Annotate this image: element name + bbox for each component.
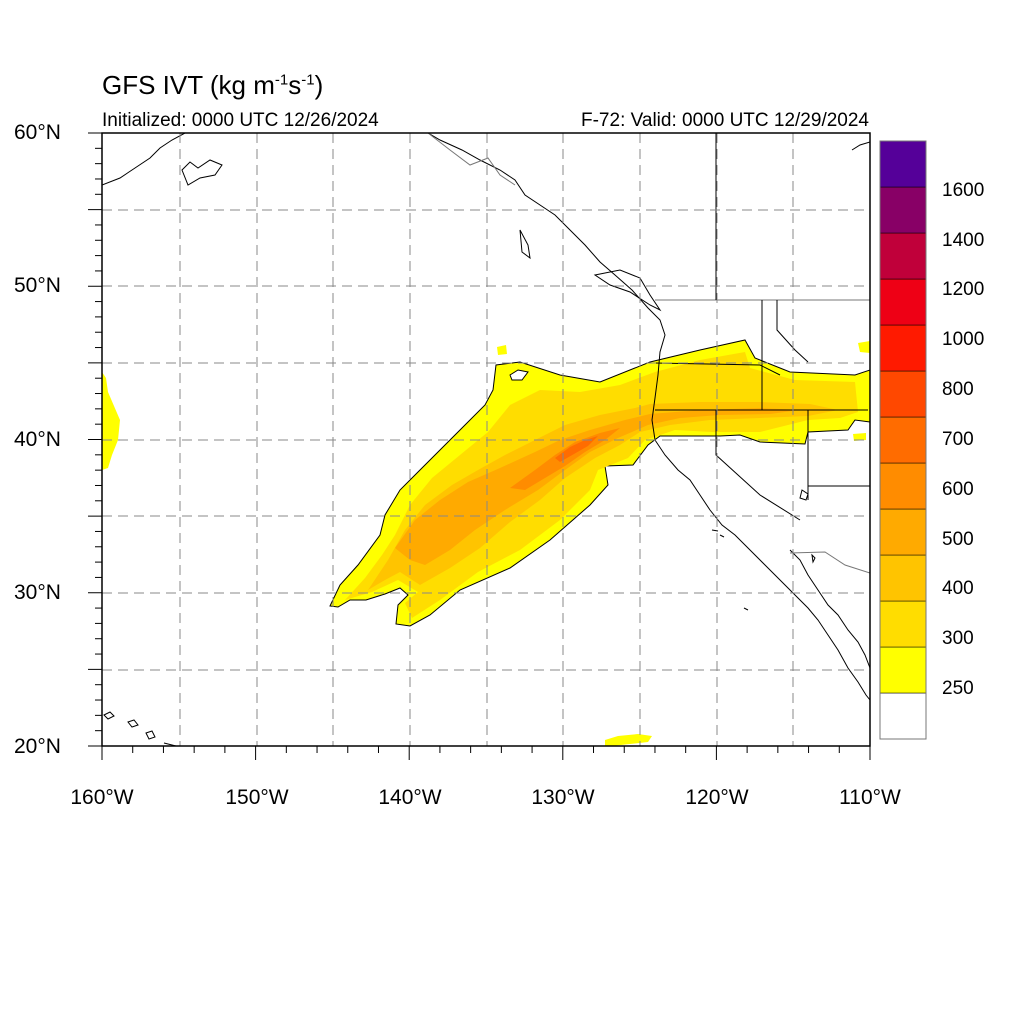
colorbar-swatch bbox=[879, 140, 927, 188]
colorbar-label-500: 500 bbox=[942, 529, 974, 550]
colorbar-swatch bbox=[879, 600, 927, 648]
lon-label-130w: 130°W bbox=[531, 786, 595, 809]
coastline-hawaii bbox=[103, 711, 177, 746]
state-borders bbox=[654, 133, 870, 521]
colorbar-frame bbox=[879, 140, 927, 740]
colorbar-swatch bbox=[879, 646, 927, 694]
border-us-mexico bbox=[789, 551, 870, 574]
colorbar-swatch bbox=[879, 462, 927, 510]
graticule bbox=[102, 133, 870, 746]
colorbar-swatch bbox=[879, 416, 927, 464]
valid-time: F-72: Valid: 0000 UTC 12/29/2024 bbox=[581, 110, 869, 131]
coastline-alaska bbox=[102, 133, 223, 186]
great-salt-lake bbox=[799, 489, 809, 501]
coastline-baja bbox=[789, 549, 870, 669]
colorbar bbox=[879, 140, 927, 740]
border-ca-nv bbox=[715, 410, 801, 521]
colorbar-label-300: 300 bbox=[942, 628, 974, 649]
colorbar-label-1400: 1400 bbox=[942, 230, 985, 251]
colorbar-swatch bbox=[879, 370, 927, 418]
colorbar-label-1600: 1600 bbox=[942, 180, 985, 201]
channel-islands bbox=[711, 529, 749, 611]
lat-label-20n: 20°N bbox=[14, 735, 61, 758]
colorbar-swatch bbox=[879, 554, 927, 602]
coastline-bc-islands bbox=[519, 229, 662, 312]
colorbar-swatch bbox=[879, 232, 927, 280]
lon-label-120w: 120°W bbox=[685, 786, 749, 809]
ivt-hole-lake bbox=[509, 369, 529, 381]
lon-label-160w: 160°W bbox=[70, 786, 134, 809]
border-alaska-bc bbox=[427, 133, 516, 186]
border-id bbox=[761, 300, 809, 410]
salton-sea bbox=[811, 553, 816, 564]
ivt-patch-ne bbox=[858, 341, 870, 353]
lon-label-110w: 110°W bbox=[839, 786, 901, 809]
colorbar-swatch bbox=[879, 186, 927, 234]
colorbar-label-700: 700 bbox=[942, 429, 974, 450]
axis-ticks bbox=[88, 132, 871, 760]
lat-label-60n: 60°N bbox=[14, 121, 61, 144]
initialized-time: Initialized: 0000 UTC 12/26/2024 bbox=[102, 110, 379, 131]
colorbar-swatch bbox=[879, 278, 927, 326]
colorbar-label-250: 250 bbox=[942, 678, 974, 699]
colorbar-swatch bbox=[879, 324, 927, 372]
lat-label-30n: 30°N bbox=[14, 581, 61, 604]
coastlines bbox=[102, 133, 870, 746]
ivt-patch-hawaii bbox=[102, 372, 120, 470]
ivt-patch-nw bbox=[497, 345, 507, 355]
lon-label-140w: 140°W bbox=[378, 786, 442, 809]
ivt-shading bbox=[102, 339, 870, 746]
colorbar-label-1000: 1000 bbox=[942, 329, 985, 350]
border-or-wa bbox=[654, 362, 781, 376]
lon-label-150w: 150°W bbox=[225, 786, 289, 809]
colorbar-label-800: 800 bbox=[942, 379, 974, 400]
ivt-plume-700 bbox=[555, 436, 598, 462]
colorbar-swatch bbox=[879, 692, 927, 740]
coastline-alaska-east bbox=[851, 141, 870, 151]
ivt-patch-south bbox=[605, 734, 652, 746]
map-title: GFS IVT (kg m-1s-1) bbox=[102, 70, 324, 100]
ivt-patch-e bbox=[853, 433, 866, 441]
lat-label-40n: 40°N bbox=[14, 428, 61, 451]
coastline-north-america bbox=[427, 133, 870, 701]
colorbar-label-600: 600 bbox=[942, 479, 974, 500]
colorbar-label-1200: 1200 bbox=[942, 279, 985, 300]
lat-label-50n: 50°N bbox=[14, 274, 61, 297]
ivt-plume-400 bbox=[368, 402, 838, 590]
colorbar-label-400: 400 bbox=[942, 578, 974, 599]
colorbar-swatch bbox=[879, 508, 927, 556]
